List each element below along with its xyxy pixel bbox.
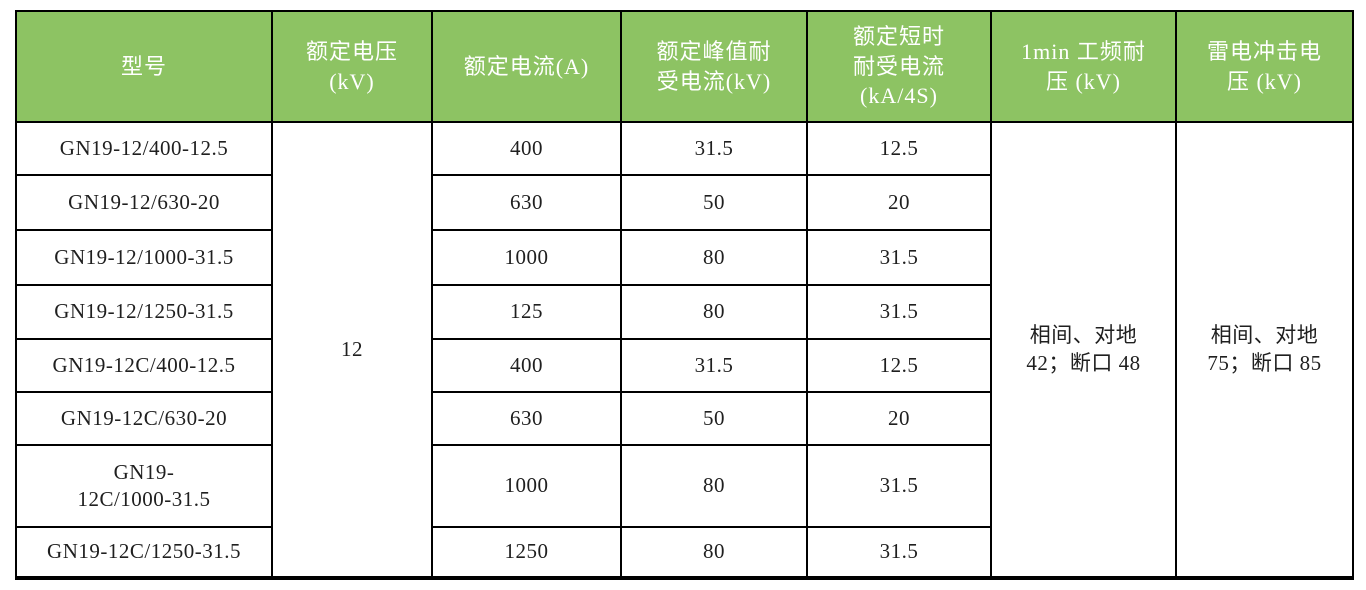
rated-current-cell: 1250 (431, 526, 622, 579)
table-row: GN19-12C/630-20 630 50 20 (15, 391, 1353, 446)
column-header-lightning-impulse-voltage: 雷电冲击电 压 (kV) (1175, 10, 1354, 123)
power-frequency-merged-cell: 相间、对地 42；断口 48 (990, 121, 1177, 579)
column-header-rated-voltage: 额定电压 (kV) (271, 10, 433, 123)
peak-withstand-cell: 31.5 (620, 121, 808, 176)
rated-current-cell: 630 (431, 174, 622, 231)
column-header-model: 型号 (15, 10, 273, 123)
peak-withstand-cell: 80 (620, 284, 808, 340)
rated-current-cell: 1000 (431, 444, 622, 528)
model-cell: GN19-12C/630-20 (15, 391, 273, 446)
short-time-current-cell: 20 (806, 174, 992, 231)
lightning-impulse-merged-cell: 相间、对地 75；断口 85 (1175, 121, 1354, 579)
rated-current-cell: 400 (431, 338, 622, 393)
table-row: GN19-12/1000-31.5 1000 80 31.5 (15, 229, 1353, 286)
spec-table: 型号 额定电压 (kV) 额定电流(A) 额定峰值耐 受电流(kV) 额定短时 … (15, 10, 1354, 580)
peak-withstand-cell: 31.5 (620, 338, 808, 393)
rated-current-cell: 630 (431, 391, 622, 446)
peak-withstand-cell: 50 (620, 391, 808, 446)
table-row: GN19-12/400-12.5 12 400 31.5 12.5 相间、对地 … (15, 121, 1354, 579)
column-header-rated-current: 额定电流(A) (431, 10, 622, 123)
column-header-power-frequency-voltage: 1min 工频耐 压 (kV) (990, 10, 1177, 123)
peak-withstand-cell: 80 (620, 229, 808, 286)
short-time-current-cell: 12.5 (806, 121, 992, 176)
column-header-peak-withstand-current: 额定峰值耐 受电流(kV) (620, 10, 808, 123)
short-time-current-cell: 31.5 (806, 284, 992, 340)
peak-withstand-cell: 80 (620, 526, 808, 579)
rated-voltage-merged-cell: 12 (271, 121, 433, 579)
peak-withstand-cell: 80 (620, 444, 808, 528)
rated-current-cell: 125 (431, 284, 622, 340)
model-cell: GN19-12/1000-31.5 (15, 229, 273, 286)
table-row: GN19-12C/1250-31.5 1250 80 31.5 (15, 526, 1353, 579)
short-time-current-cell: 31.5 (806, 526, 992, 579)
short-time-current-cell: 12.5 (806, 338, 992, 393)
model-cell: GN19-12C/1250-31.5 (15, 526, 273, 579)
peak-withstand-cell: 50 (620, 174, 808, 231)
column-header-short-time-current: 额定短时 耐受电流 (kA/4S) (806, 10, 992, 123)
table-row: GN19- 12C/1000-31.5 1000 80 31.5 (15, 444, 1353, 528)
model-cell: GN19-12/400-12.5 (15, 121, 273, 176)
short-time-current-cell: 31.5 (806, 229, 992, 286)
table-row: GN19-12C/400-12.5 400 31.5 12.5 (15, 338, 1353, 393)
model-cell: GN19- 12C/1000-31.5 (15, 444, 273, 528)
model-cell: GN19-12C/400-12.5 (15, 338, 273, 393)
rated-current-cell: 1000 (431, 229, 622, 286)
header-row: 型号 额定电压 (kV) 额定电流(A) 额定峰值耐 受电流(kV) 额定短时 … (15, 10, 1354, 123)
model-cell: GN19-12/1250-31.5 (15, 284, 273, 340)
rated-current-cell: 400 (431, 121, 622, 176)
table-row: GN19-12/630-20 630 50 20 (15, 174, 1353, 231)
short-time-current-cell: 20 (806, 391, 992, 446)
table-row: GN19-12/1250-31.5 125 80 31.5 (15, 284, 1353, 340)
short-time-current-cell: 31.5 (806, 444, 992, 528)
model-cell: GN19-12/630-20 (15, 174, 273, 231)
